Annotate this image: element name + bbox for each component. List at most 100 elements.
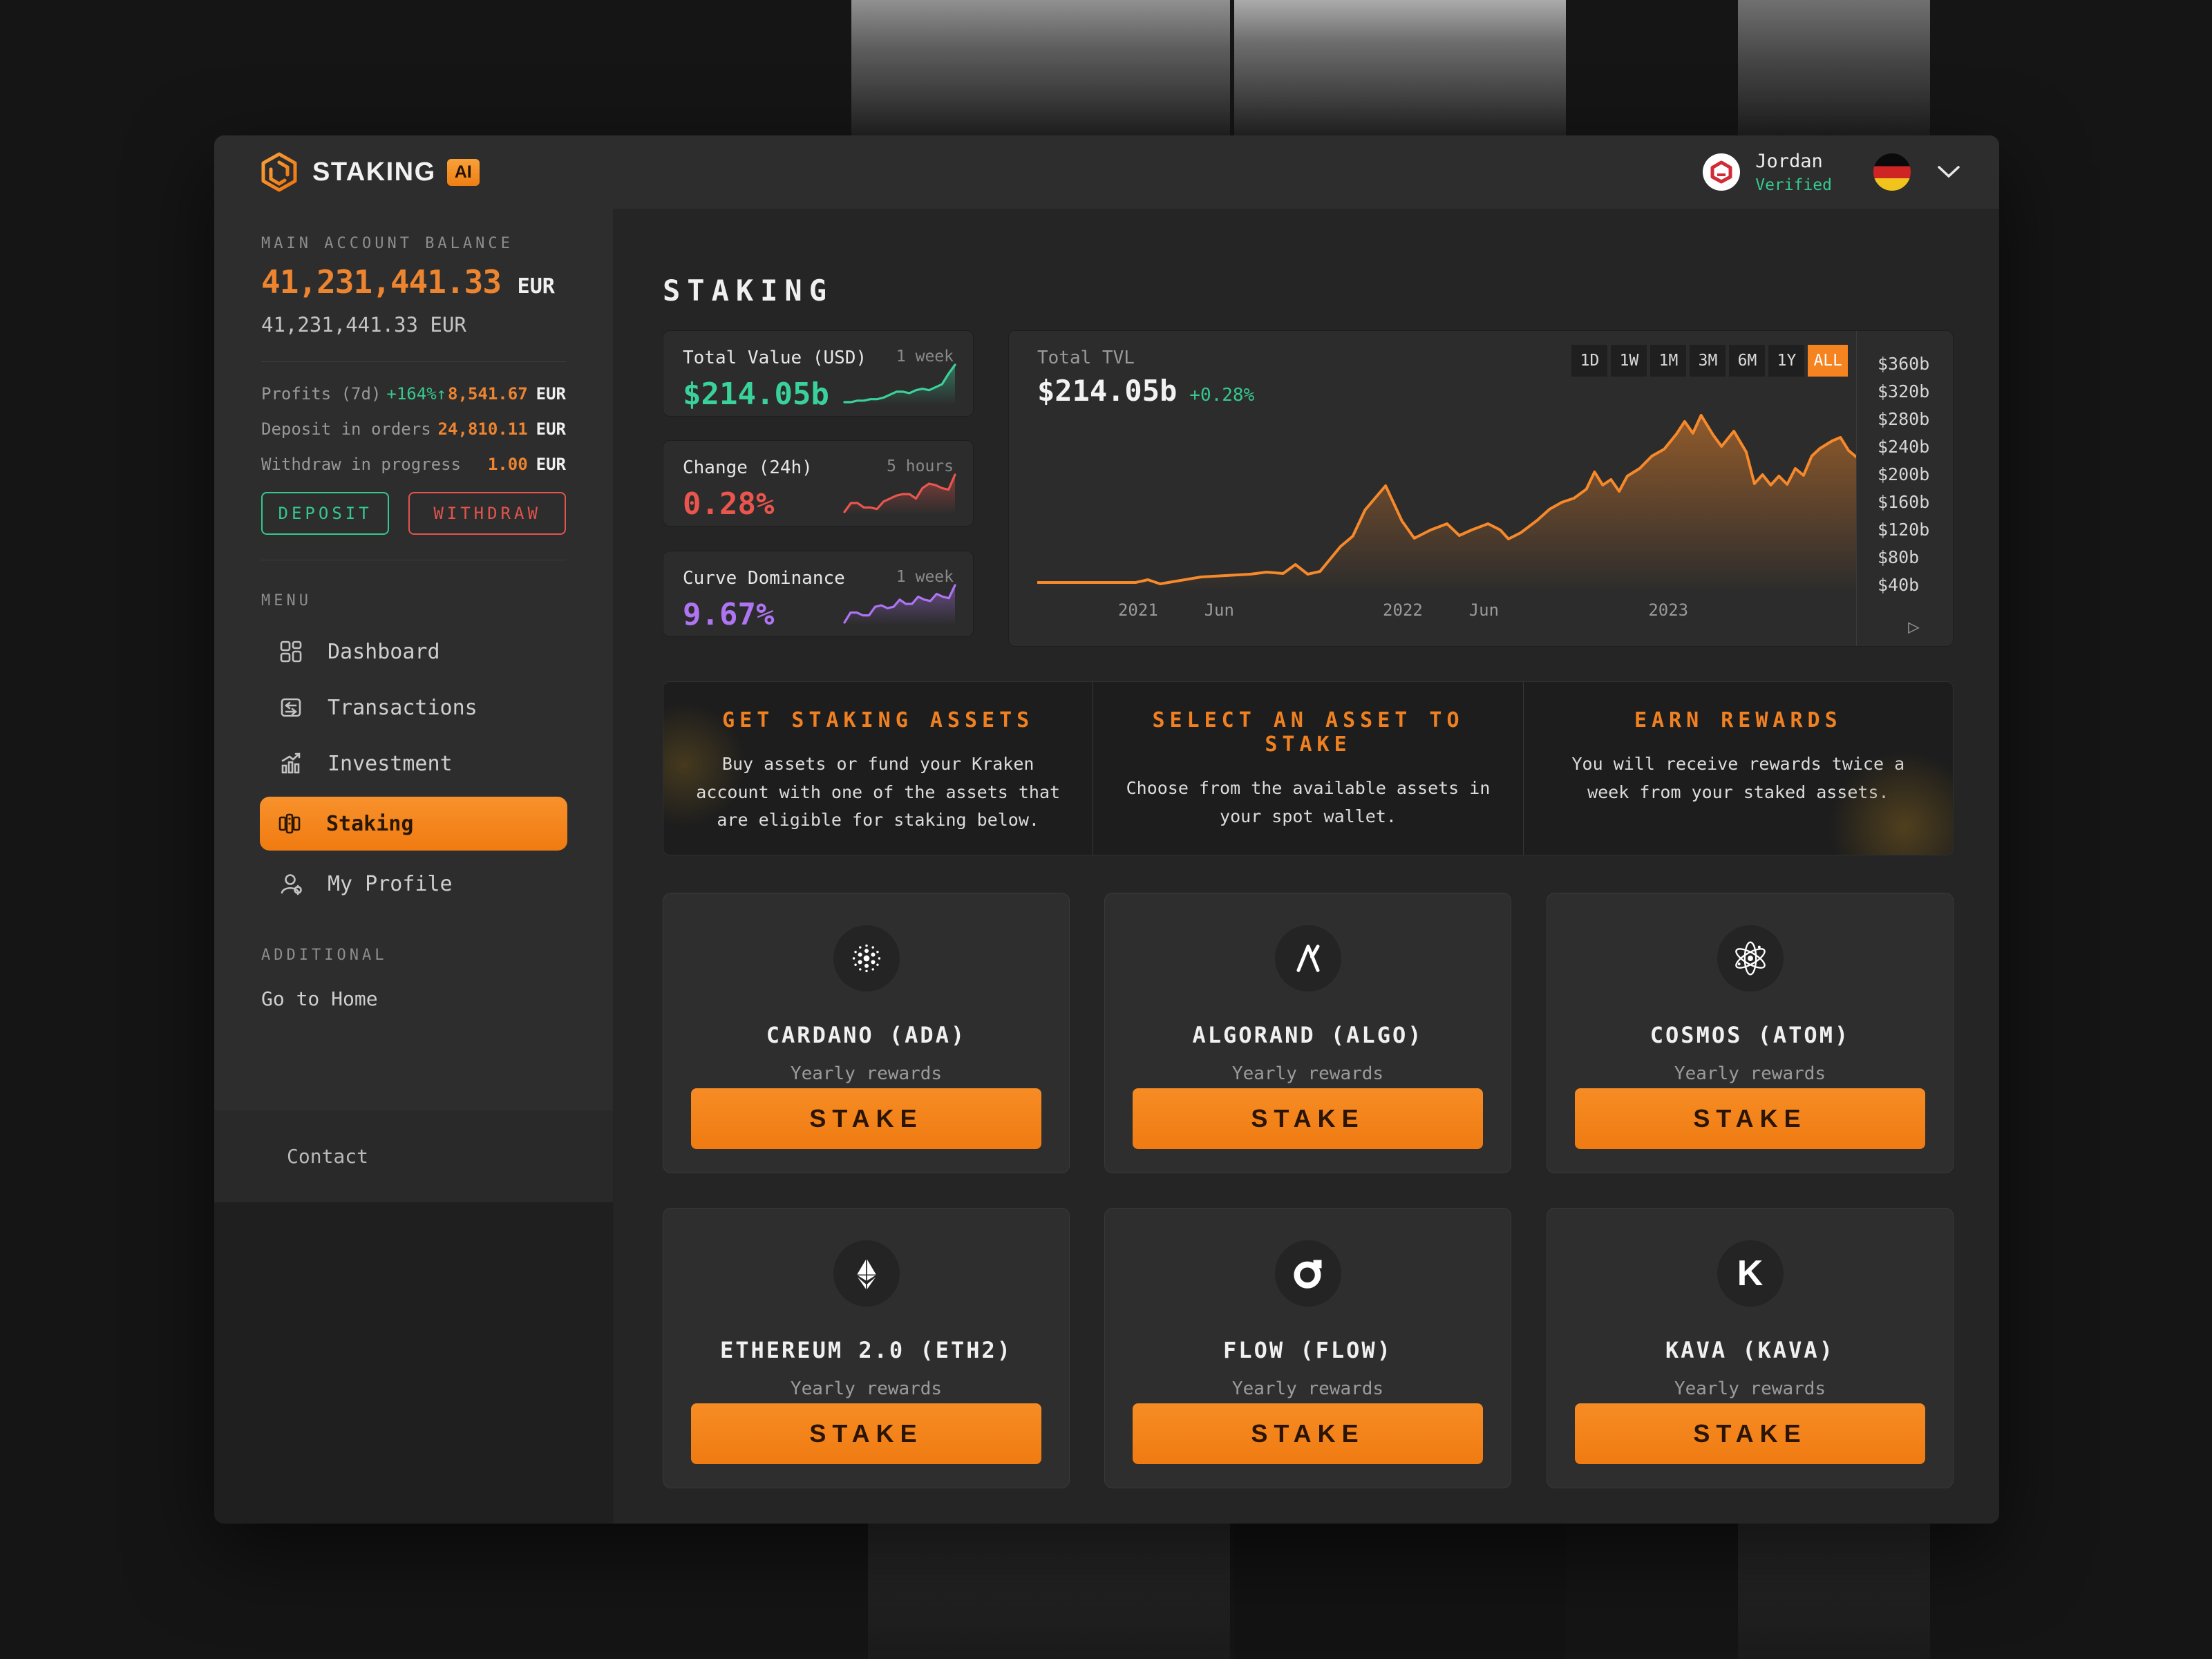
stat-currency: EUR [536,455,566,474]
sidebar-item-label: Staking [326,811,414,836]
range-button-all[interactable]: ALL [1808,345,1848,377]
step-body: You will receive rewards twice a week fr… [1571,754,1905,802]
contact-link[interactable]: Contact [287,1145,369,1168]
stake-button-kava[interactable]: STAKE [1575,1403,1925,1464]
step-body: Choose from the available assets in your… [1126,778,1491,826]
sparkline-chart [843,363,956,405]
asset-card-cosmos: COSMOS (ATOM) Yearly rewards 12-15% STAK… [1547,893,1954,1173]
language-flag-germany[interactable] [1873,153,1911,191]
asset-name: ETHEREUM 2.0 (ETH2) [719,1337,1013,1363]
asset-card-ethereum: ETHEREUM 2.0 (ETH2) Yearly rewards 4-7% … [663,1208,1070,1488]
sidebar: MAIN ACCOUNT BALANCE 41,231,441.33 EUR 4… [214,209,614,1524]
avatar[interactable] [1703,153,1741,191]
backdrop-column [1234,0,1566,162]
range-button-1m[interactable]: 1M [1650,345,1687,377]
sidebar-item-investment[interactable]: Investment [261,741,566,786]
change-24h-card: Change (24h) 5 hours 0.28% [663,440,974,527]
sidebar-item-my-profile[interactable]: My Profile [261,861,566,907]
range-button-1y[interactable]: 1Y [1768,345,1805,377]
cosmos-logo-icon [1717,925,1784,992]
x-axis-tick: 2021 [1117,600,1158,620]
curve-dominance-card: Curve Dominance 1 week 9.67% [663,551,974,637]
stake-button-algorand[interactable]: STAKE [1133,1088,1483,1149]
flow-logo-icon [1274,1240,1341,1307]
stat-label: Withdraw in progress [261,455,461,474]
balance-currency: EUR [517,274,555,298]
asset-card-kava: K KAVA (KAVA) Yearly rewards 14-18% STAK… [1547,1208,1954,1488]
brand-name: STAKING [312,157,436,187]
brand-logo-icon [261,152,297,192]
app-window: STAKING AI Jordan Verified MAIN ACCOUNT … [214,135,1999,1524]
step-select-asset: SELECT AN ASSET TO STAKE Choose from the… [1093,682,1522,855]
total-tvl-panel: Total TVL $214.05b +0.28% 1D 1W 1M 3M 6M… [1008,330,1954,647]
user-info[interactable]: Jordan Verified [1755,151,1832,194]
backdrop-column [1738,0,1930,162]
stake-button-cosmos[interactable]: STAKE [1575,1088,1925,1149]
chevron-down-icon[interactable] [1937,165,1960,179]
y-axis-tick: $320b [1878,381,1930,401]
stat-delta: +164%↑ [386,384,447,404]
stake-button-ethereum[interactable]: STAKE [691,1403,1041,1464]
main-menu: Dashboard Transactions Investment [260,629,567,907]
y-axis-tick: $40b [1878,575,1920,595]
cardano-logo-icon [833,925,900,992]
rewards-label: Yearly rewards [790,1378,943,1399]
stake-button-flow[interactable]: STAKE [1133,1403,1483,1464]
y-axis-tick: $360b [1878,354,1930,374]
backdrop-column [1234,1524,1566,1659]
stat-value: 8,541.67 [448,384,528,404]
ai-badge: AI [446,158,480,186]
step-heading: EARN REWARDS [1634,708,1842,732]
rewards-label: Yearly rewards [1674,1378,1826,1399]
card-title: Curve Dominance [683,568,845,589]
menu-section-label: MENU [261,592,312,609]
withdraw-button[interactable]: WITHDRAW [408,492,566,535]
time-range-selector: 1D 1W 1M 3M 6M 1Y ALL [1568,345,1848,377]
deposit-button[interactable]: DEPOSIT [261,492,390,535]
user-area: Jordan Verified [1703,151,1960,194]
y-axis-tick: $80b [1878,547,1920,567]
rewards-label: Yearly rewards [790,1063,943,1084]
range-button-1w[interactable]: 1W [1611,345,1647,377]
stat-label: Profits (7d) [261,384,381,404]
step-earn-rewards: EARN REWARDS You will receive rewards tw… [1522,682,1953,855]
card-value: $214.05b [683,377,829,412]
stat-label: Deposit in orders [261,419,431,439]
algorand-logo-icon [1274,925,1341,992]
rewards-label: Yearly rewards [1231,1378,1384,1399]
rewards-label: Yearly rewards [1674,1063,1826,1084]
divider [261,361,566,362]
play-icon[interactable]: ▷ [1908,615,1920,638]
backdrop-column [868,1524,1230,1659]
tvl-value: $214.05b [1037,374,1178,408]
investment-chart-icon [278,750,304,777]
sidebar-item-label: Investment [328,751,453,776]
asset-card-cardano: CARDANO (ADA) Yearly rewards 4-6% STAKE [663,893,1070,1173]
x-axis-tick: 2022 [1383,600,1423,620]
stat-row-withdraw: Withdraw in progress 1.00 EUR [261,455,566,474]
main-content: STAKING Total Value (USD) 1 week $214.05… [614,209,1999,1524]
sidebar-item-staking[interactable]: Staking [260,797,567,851]
range-button-6m[interactable]: 6M [1729,345,1766,377]
sidebar-item-dashboard[interactable]: Dashboard [261,629,566,674]
range-button-3m[interactable]: 3M [1690,345,1726,377]
sidebar-empty-area [214,1202,613,1524]
x-axis-tick: Jun [1204,600,1234,620]
user-status-badge: Verified [1755,176,1832,194]
y-axis-tick: $280b [1878,409,1930,429]
app-header: STAKING AI Jordan Verified [214,135,1999,209]
stat-currency: EUR [536,384,566,404]
asset-name: FLOW (FLOW) [1223,1337,1392,1363]
card-period: 5 hours [887,457,954,475]
stake-button-cardano[interactable]: STAKE [691,1088,1041,1149]
range-button-1d[interactable]: 1D [1571,345,1608,377]
go-to-home-link[interactable]: Go to Home [261,987,378,1010]
tvl-y-axis: $360b $320b $280b $240b $200b $160b $120b $80b $… [1856,331,1953,646]
balance-section-label: MAIN ACCOUNT BALANCE [261,235,513,252]
avatar-logo-icon [1710,160,1732,184]
card-title: Total Value (USD) [683,348,867,368]
sidebar-footer: Contact [214,1110,613,1202]
step-body: Buy assets or fund your Kraken account w… [696,754,1061,830]
sidebar-item-transactions[interactable]: Transactions [261,685,566,730]
y-axis-tick: $160b [1878,492,1930,512]
